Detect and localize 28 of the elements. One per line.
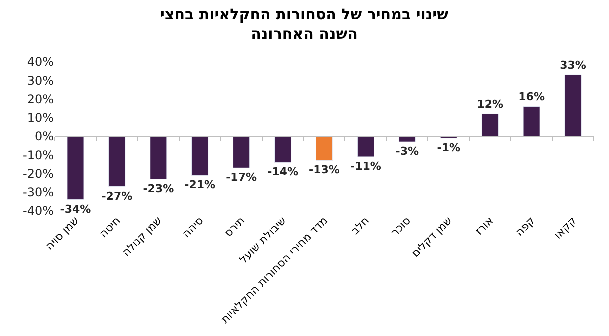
data-label: 16% <box>518 90 545 104</box>
data-label: -17% <box>226 171 258 184</box>
x-tick-label: קפה <box>513 214 538 239</box>
data-label: 33% <box>560 59 586 72</box>
x-tick-label: תירס <box>222 214 248 240</box>
y-tick-label: -10% <box>22 148 54 162</box>
data-label: 12% <box>477 98 504 112</box>
data-label: -14% <box>268 166 298 179</box>
y-tick-label: 0% <box>34 130 54 144</box>
data-label: -23% <box>143 182 174 196</box>
chart-title: שינוי במחיר של הסחורות החקלאיות בחצי השנה האחרונה <box>160 6 450 43</box>
data-label: -34% <box>60 202 92 216</box>
y-tick-label: 20% <box>27 92 54 106</box>
data-label: -3% <box>396 145 420 158</box>
data-label: -27% <box>102 190 133 203</box>
y-tick-label: 10% <box>27 111 54 126</box>
y-tick-label: -20% <box>22 166 54 181</box>
x-tick-label: אורז <box>472 214 496 238</box>
x-tick-label: חלב <box>348 214 372 238</box>
x-tick-label: סיהה <box>180 214 206 240</box>
x-tick-label: קקאו <box>552 214 580 242</box>
data-label: -11% <box>350 160 382 173</box>
data-label: -1% <box>437 141 461 154</box>
data-label: -13% <box>309 164 340 177</box>
data-label: -21% <box>184 178 216 192</box>
y-tick-label: -30% <box>22 186 54 200</box>
y-tick-label: 30% <box>27 74 54 88</box>
y-tick-label: 40% <box>27 55 54 70</box>
